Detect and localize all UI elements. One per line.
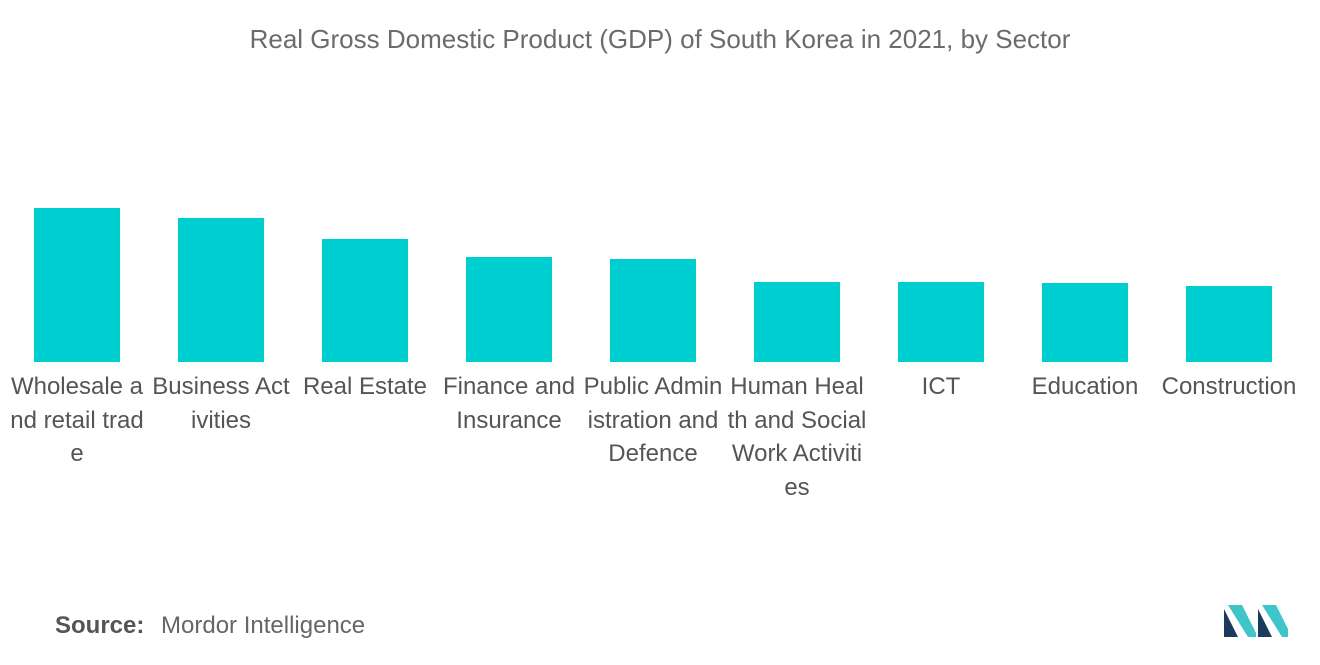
category-label-4: Public Administration and Defence (583, 373, 723, 467)
bar-8 (1186, 286, 1272, 362)
category-label-3: Finance and Insurance (442, 373, 576, 434)
bar-7 (1042, 283, 1128, 362)
category-label-1: Business Activities (152, 373, 290, 434)
source-text: Mordor Intelligence (161, 612, 366, 639)
bar-2 (322, 239, 408, 362)
logo-shape-1 (1224, 609, 1238, 637)
bar-3 (466, 257, 552, 362)
source-label: Source: (55, 612, 145, 639)
logo-shape-3 (1258, 609, 1272, 637)
mordor-intelligence-logo-icon (1224, 605, 1288, 637)
category-label-7: Education (1031, 373, 1139, 400)
chart-title: Real Gross Domestic Product (GDP) of Sou… (249, 24, 1071, 54)
bar-4 (610, 259, 696, 362)
category-label-2: Real Estate (302, 373, 428, 400)
source-line: Source: Mordor Intelligence (55, 612, 365, 640)
category-label-6: ICT (921, 373, 961, 400)
logo-shape-2 (1228, 605, 1256, 637)
category-label-5: Human Health and Social Work Activities (727, 373, 867, 501)
bar-1 (178, 218, 264, 362)
category-label-8: Construction (1161, 373, 1297, 400)
bar-5 (754, 282, 840, 362)
logo-shape-4 (1262, 605, 1288, 637)
bar-0 (34, 208, 120, 362)
bar-6 (898, 282, 984, 362)
category-label-0: Wholesale and retail trade (10, 373, 144, 467)
